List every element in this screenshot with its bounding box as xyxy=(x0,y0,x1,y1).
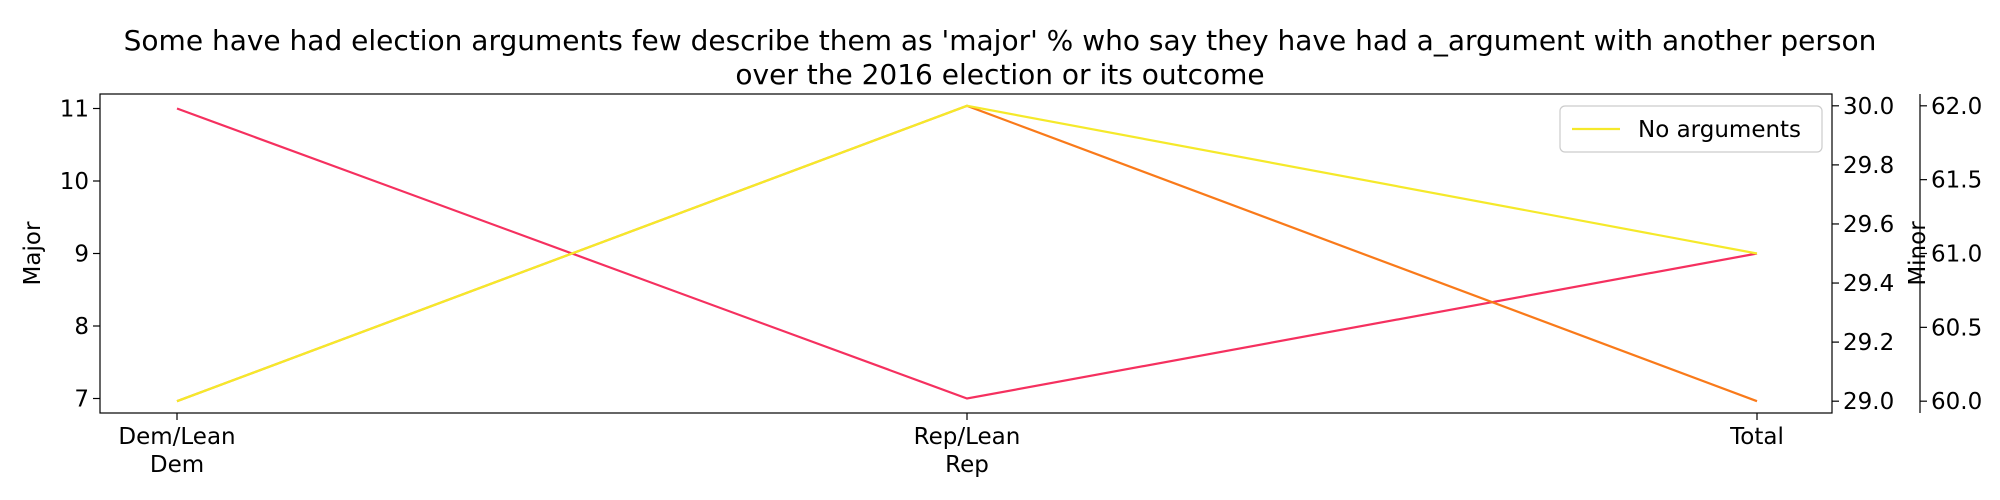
chart-title: Some have had election arguments few des… xyxy=(124,24,1877,91)
x-tick-label-line: Dem/Lean xyxy=(118,424,235,450)
y-axis-label-minor: Minor xyxy=(1905,221,1931,286)
y-tick-label-no_arguments: 62.0 xyxy=(1931,94,1982,120)
y-tick-label-no_arguments: 61.5 xyxy=(1931,168,1982,194)
y-tick-label-minor: 29.2 xyxy=(1843,330,1894,356)
series-line-no_arguments xyxy=(176,104,1758,403)
y-tick-label-minor: 30.0 xyxy=(1843,94,1894,120)
y-tick-label-major: 7 xyxy=(74,387,89,413)
legend-label: No arguments xyxy=(1638,117,1801,143)
y-tick-label-major: 9 xyxy=(74,242,89,268)
x-tick-label: Total xyxy=(1729,424,1784,450)
y-tick-label-major: 11 xyxy=(60,97,89,123)
series-line-minor xyxy=(176,104,1758,403)
y-tick-label-minor: 29.0 xyxy=(1843,389,1894,415)
y-tick-label-no_arguments: 60.0 xyxy=(1931,389,1982,415)
x-tick-label-line: Dem xyxy=(150,452,204,478)
y-tick-label-no_arguments: 60.5 xyxy=(1931,315,1982,341)
y-tick-label-minor: 29.8 xyxy=(1843,153,1894,179)
y-tick-label-no_arguments: 61.0 xyxy=(1931,242,1982,268)
legend-box xyxy=(1559,105,1823,153)
y-tick-label-major: 8 xyxy=(74,314,89,340)
x-tick-label-line: Rep/Lean xyxy=(914,424,1021,450)
chart-title-line: over the 2016 election or its outcome xyxy=(735,58,1264,91)
x-tick-label: Rep/Lean Rep xyxy=(914,424,1021,478)
y-tick-label-major: 10 xyxy=(60,169,89,195)
x-tick-label: Dem/Lean Dem xyxy=(118,424,235,478)
y-tick-label-minor: 29.4 xyxy=(1843,271,1894,297)
series-line-major xyxy=(176,107,1758,400)
x-tick-label-line: Total xyxy=(1729,424,1784,450)
y-tick-label-minor: 29.6 xyxy=(1843,212,1894,238)
chart-title-line: Some have had election arguments few des… xyxy=(124,24,1877,57)
x-tick-label-line: Rep xyxy=(945,452,989,478)
y-axis-label-major: Major xyxy=(20,221,46,285)
